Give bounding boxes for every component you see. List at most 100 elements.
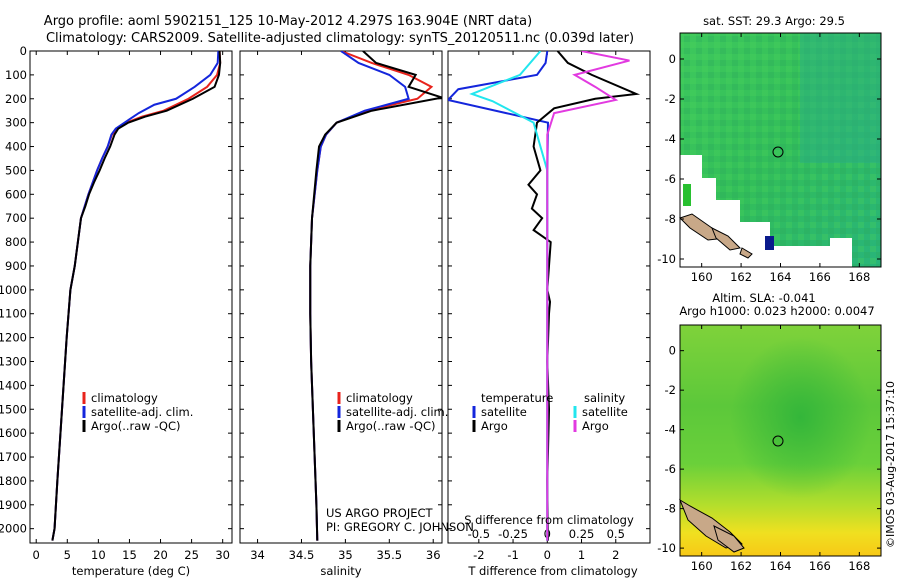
depth-tick-label: 1200 <box>0 331 27 345</box>
depth-tick-label: 1000 <box>0 283 27 297</box>
depth-tick-label: 900 <box>5 259 27 273</box>
lat-tick-label: 0 <box>669 52 676 66</box>
temperature-line-climatology <box>51 51 222 541</box>
depth-tick-label: 300 <box>5 116 27 130</box>
depth-axis: 0 100 200 300 400 500 600 700 800 900 1000 1100 1200… <box>0 44 650 536</box>
project-credit: US ARGO PROJECT <box>326 506 434 520</box>
sst-cold-pixel <box>765 236 774 250</box>
sla-map-title-line2: Argo h1000: 0.023 h2000: 0.0047 <box>679 304 874 318</box>
lat-tick-label: 0 <box>669 344 676 358</box>
legend-title-salinity: salinity <box>584 391 625 405</box>
salinity-line-climatology <box>309 51 434 541</box>
x-tick-label: 10 <box>91 548 106 562</box>
legend-label-argo: Argo(..raw -QC) <box>346 419 436 433</box>
lon-tick-label: 164 <box>770 270 792 284</box>
legend-label-climatology: climatology <box>91 391 158 405</box>
depth-tick-label: 1500 <box>0 402 27 416</box>
lon-tick-label: 160 <box>691 559 713 573</box>
s-difference-xlabel: S difference from climatology <box>464 513 634 527</box>
lon-tick-label: 166 <box>809 559 831 573</box>
figure-title-line1: Argo profile: aoml 5902151_125 10-May-20… <box>44 14 532 29</box>
x-tick-label: 36 <box>426 548 441 562</box>
x-tick-label: 25 <box>184 548 199 562</box>
difference-panel <box>447 50 651 544</box>
depth-tick-label: 1600 <box>0 426 27 440</box>
lat-tick-label: -2 <box>665 383 676 397</box>
legend-label-t-argo: Argo <box>481 419 508 433</box>
depth-tick-label: 100 <box>5 68 27 82</box>
depth-tick-label: 2000 <box>0 522 27 536</box>
depth-tick-label: 1100 <box>0 307 27 321</box>
x-tick-label: 2 <box>612 548 619 562</box>
sla-low-region <box>680 325 881 556</box>
lat-tick-label: -4 <box>665 132 676 146</box>
x-tick-label: 1 <box>578 548 585 562</box>
lat-tick-label: -8 <box>665 502 676 516</box>
lon-tick-label: 162 <box>730 559 752 573</box>
s-tick-label: 0.5 <box>607 527 625 541</box>
depth-tick-label: 1700 <box>0 450 27 464</box>
t-difference-xlabel: T difference from climatology <box>467 564 638 578</box>
depth-tick-label: 1800 <box>0 474 27 488</box>
depth-tick-label: 800 <box>5 235 27 249</box>
s-tick-label: -0.25 <box>498 527 528 541</box>
x-tick-label: -1 <box>507 548 518 562</box>
x-tick-label: 30 <box>215 548 230 562</box>
sla-map: 160 162 164 166 168 0 -2 -4 -6 -8 -10 <box>657 324 882 573</box>
difference-line-temperature-argo <box>527 51 641 541</box>
temperature-line-argo <box>51 51 222 541</box>
depth-tick-label: 700 <box>5 211 27 225</box>
x-tick-label: 5 <box>64 548 71 562</box>
legend-title-temperature: temperature <box>481 391 553 405</box>
x-tick-label: 0 <box>544 548 551 562</box>
sst-cloud-gap-fill <box>683 184 691 206</box>
x-tick-label: 34 <box>250 548 265 562</box>
solomon-islands-land <box>739 247 753 259</box>
legend-label-satellite: satellite-adj. clim. <box>346 405 448 419</box>
salinity-line-satellite-adj-clim- <box>309 51 410 541</box>
depth-tick-label: 400 <box>5 140 27 154</box>
argo-position-marker <box>772 146 784 158</box>
difference-line-salinity-argo <box>546 51 630 541</box>
lat-tick-label: -4 <box>665 423 676 437</box>
figure-title-line2: Climatology: CARS2009. Satellite-adjuste… <box>46 31 634 46</box>
temperature-lines <box>51 51 222 541</box>
depth-tick-label: 0 <box>20 44 27 58</box>
legend-label-s-satellite: satellite <box>582 405 628 419</box>
difference-x-axis: -2 -1 0 1 2-0.5 -0.25 0 0.25 0.5 <box>468 51 625 562</box>
x-tick-label: 20 <box>153 548 168 562</box>
pi-credit: PI: GREGORY C. JOHNSON <box>326 520 474 534</box>
salinity-lines <box>309 51 442 541</box>
sla-map-title-line1: Altim. SLA: -0.041 <box>712 291 816 305</box>
lat-tick-label: -2 <box>665 92 676 106</box>
depth-tick-label: 200 <box>5 92 27 106</box>
difference-line-temperature-satellite <box>448 51 549 541</box>
lat-tick-label: -8 <box>665 212 676 226</box>
legend-label-satellite: satellite-adj. clim. <box>91 405 193 419</box>
difference-lines <box>448 51 641 541</box>
salinity-x-axis: 34 34.5 35 35.5 36 <box>250 51 441 562</box>
lon-tick-label: 164 <box>770 559 792 573</box>
x-tick-label: 35.5 <box>376 548 402 562</box>
sst-map: 160 162 164 166 168 0 -2 -4 -6 -8 -10 <box>657 32 882 284</box>
x-tick-label: 34.5 <box>289 548 315 562</box>
sla-map-axes: 160 162 164 166 168 0 -2 -4 -6 -8 -10 <box>657 325 881 573</box>
depth-tick-label: 600 <box>5 187 27 201</box>
temperature-panel <box>29 50 233 544</box>
lat-tick-label: -6 <box>665 462 676 476</box>
salinity-xlabel: salinity <box>320 564 361 578</box>
x-tick-label: -2 <box>473 548 484 562</box>
solomon-islands-land <box>711 226 742 251</box>
s-tick-label: -0.5 <box>468 527 490 541</box>
legend-label-s-argo: Argo <box>582 419 609 433</box>
x-tick-label: 0 <box>33 548 40 562</box>
imos-timestamp: ©IMOS 03-Aug-2017 15:37:10 <box>884 381 897 548</box>
legend-label-t-satellite: satellite <box>481 405 527 419</box>
lon-tick-label: 160 <box>691 270 713 284</box>
x-tick-label: 35 <box>338 548 353 562</box>
lon-tick-label: 168 <box>848 559 870 573</box>
temperature-x-axis: 0 5 10 15 20 25 30 <box>33 51 230 562</box>
legend-label-climatology: climatology <box>346 391 413 405</box>
difference-legend: temperature salinity satellite Argo sate… <box>472 391 628 433</box>
